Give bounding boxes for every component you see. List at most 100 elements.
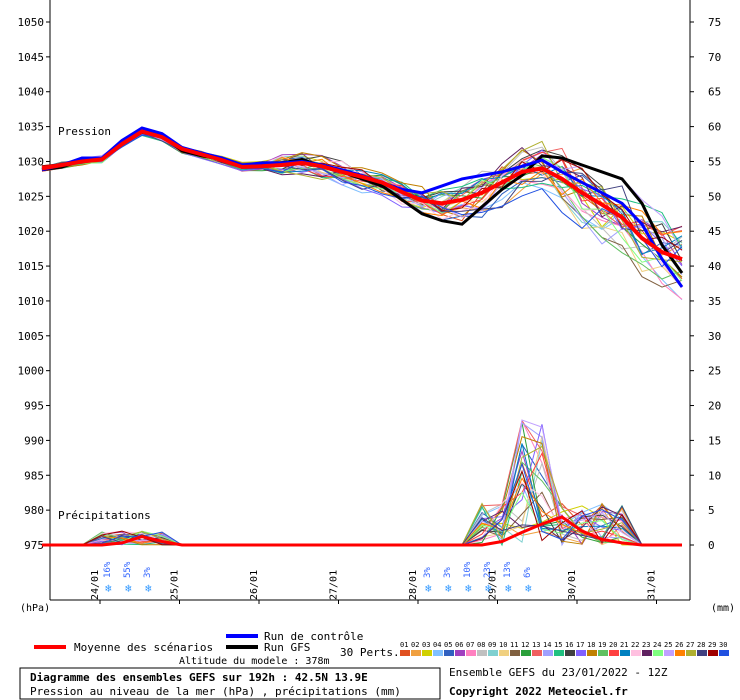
left-tick-label: 995 — [24, 400, 44, 413]
member-swatch — [499, 650, 509, 656]
left-tick-label: 990 — [24, 434, 44, 447]
member-number: 04 — [433, 641, 441, 649]
snow-chance-label: 3% — [443, 567, 453, 578]
left-tick-label: 1045 — [18, 51, 45, 64]
footer-subtitle: Pression au niveau de la mer (hPa) , pré… — [30, 685, 401, 698]
ensemble-member-line — [41, 131, 683, 289]
member-swatch — [598, 650, 608, 656]
member-number: 28 — [697, 641, 705, 649]
precip-member-line — [42, 443, 682, 546]
snowflake-icon: ❄ — [445, 582, 452, 595]
member-color-legend: 01 02 03 04 05 06 07 08 09 10 11 12 13 14 15 16 17 18 19 20… — [400, 641, 729, 656]
right-tick-label: 5 — [708, 504, 715, 517]
member-swatch — [697, 650, 707, 656]
member-number: 09 — [488, 641, 496, 649]
member-number: 11 — [510, 641, 518, 649]
member-swatch — [587, 650, 597, 656]
date-tick-label: 26/01 — [249, 570, 260, 600]
left-tick-label: 1020 — [18, 225, 45, 238]
left-tick-label: 1010 — [18, 295, 45, 308]
altitude-label: Altitude du modele : 378m — [179, 656, 330, 667]
member-number: 10 — [499, 641, 507, 649]
right-tick-label: 50 — [708, 190, 721, 203]
date-tick-label: 27/01 — [329, 570, 340, 600]
snow-chance-label: 3% — [423, 567, 433, 578]
left-tick-label: 1050 — [18, 16, 45, 29]
snowflake-icon: ❄ — [145, 582, 152, 595]
date-tick-label: 25/01 — [170, 570, 181, 600]
date-tick-label: 29/01 — [488, 570, 499, 600]
snowflake-icon: ❄ — [525, 582, 532, 595]
member-swatch — [532, 650, 542, 656]
member-swatch — [653, 650, 663, 656]
precip-member-line — [42, 443, 682, 546]
member-swatch — [444, 650, 454, 656]
precip-member-line — [42, 449, 682, 546]
left-tick-label: 1035 — [18, 121, 45, 134]
member-number: 30 — [719, 641, 727, 649]
member-swatch — [543, 650, 553, 656]
member-number: 06 — [455, 641, 463, 649]
footer-title-box — [19, 667, 441, 700]
precip-member-line — [42, 440, 682, 546]
date-tick-label: 24/01 — [90, 570, 101, 600]
date-tick-label: 30/01 — [567, 570, 578, 600]
member-swatch — [521, 650, 531, 656]
right-tick-label: 15 — [708, 434, 721, 447]
member-swatch — [631, 650, 641, 656]
member-swatch — [400, 650, 410, 656]
legend-control-label: Run de contrôle — [264, 630, 363, 643]
snowflake-icon: ❄ — [485, 582, 492, 595]
snowflake-icon: ❄ — [105, 582, 112, 595]
left-tick-label: 975 — [24, 539, 44, 552]
member-number: 13 — [532, 641, 540, 649]
ensemble-member-line — [41, 132, 683, 282]
legend-perts-label: 30 Perts. — [340, 646, 400, 659]
left-tick-label: 1030 — [18, 155, 45, 168]
left-tick-label: 985 — [24, 469, 44, 482]
member-swatch — [675, 650, 685, 656]
date-tick-label: 31/01 — [647, 570, 658, 600]
left-axis-ticks: 1050 1045 1040 1035 1030 1025 1020 1015 1010 1005… — [18, 16, 50, 552]
pressure-panel-label: Pression — [58, 125, 111, 138]
member-number: 14 — [543, 641, 551, 649]
member-number: 03 — [422, 641, 430, 649]
snowflake-icon: ❄ — [125, 582, 132, 595]
snow-chance-label: 23% — [483, 561, 493, 578]
main-series-lines — [41, 126, 684, 547]
ensemble-member-line — [41, 134, 683, 268]
member-number: 22 — [631, 641, 639, 649]
footer-title: Diagramme des ensembles GEFS sur 192h : … — [30, 671, 368, 684]
member-number: 23 — [642, 641, 650, 649]
member-number: 21 — [620, 641, 628, 649]
member-swatch — [576, 650, 586, 656]
right-tick-label: 40 — [708, 260, 721, 273]
member-swatch — [510, 650, 520, 656]
member-number: 05 — [444, 641, 452, 649]
left-tick-label: 1005 — [18, 330, 45, 343]
left-tick-label: 1000 — [18, 365, 45, 378]
member-number: 19 — [598, 641, 606, 649]
member-swatch — [708, 650, 718, 656]
right-tick-label: 65 — [708, 86, 721, 99]
run-info: Ensemble GEFS du 23/01/2022 - 12Z — [449, 666, 668, 679]
snowflake-icon: ❄ — [505, 582, 512, 595]
snow-chance-markers: 16% ❄ 55% ❄ 3% ❄ 3% ❄ 3% ❄ 10% ❄ 23% ❄ 13% ❄ 6% ❄ — [103, 561, 533, 595]
snow-chance-label: 13% — [503, 561, 513, 578]
date-axis-ticks: 24/01 25/01 26/01 27/01 28/01 29/01 30/01 31/01 — [90, 570, 658, 604]
ensemble-member-line — [41, 132, 683, 278]
member-number: 16 — [565, 641, 573, 649]
ensemble-member-line — [41, 134, 683, 300]
ensemble-member-line — [41, 128, 683, 280]
member-swatch — [664, 650, 674, 656]
ensemble-member-line — [41, 127, 683, 288]
left-tick-label: 1025 — [18, 190, 45, 203]
right-tick-label: 0 — [708, 539, 715, 552]
snowflake-icon: ❄ — [425, 582, 432, 595]
member-swatch — [609, 650, 619, 656]
member-swatch — [554, 650, 564, 656]
series-line-1 — [41, 126, 684, 288]
member-swatch — [686, 650, 696, 656]
